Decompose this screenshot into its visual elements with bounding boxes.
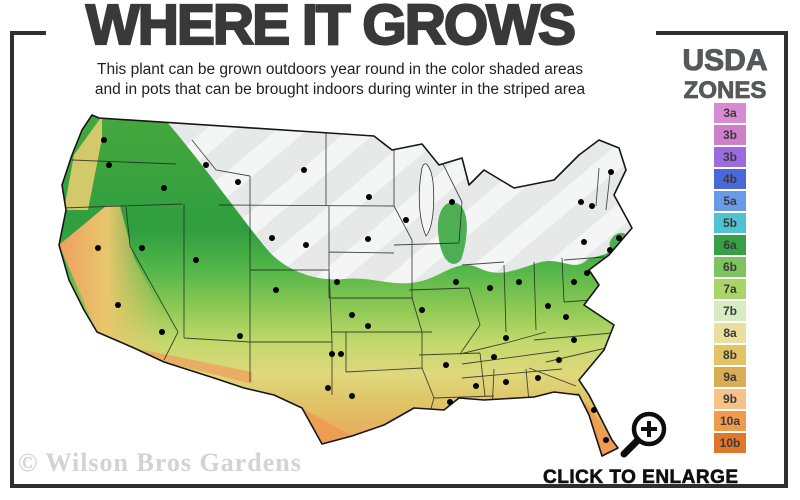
legend-zone-8a-10: 8a — [714, 323, 746, 343]
subtitle-line-2: and in pots that can be brought indoors … — [94, 81, 586, 99]
legend-zone-5b-5: 5b — [714, 213, 746, 233]
legend-zone-5a-4: 5a — [714, 191, 746, 211]
legend-title: USDA ZONES — [660, 44, 790, 104]
legend-zone-10a-14: 10a — [714, 411, 746, 431]
border-frame-top-left-segment — [10, 31, 46, 35]
legend-zone-7a-8: 7a — [714, 279, 746, 299]
legend-zone-8b-11: 8b — [714, 345, 746, 365]
usda-zones-legend: 3a 3b 3b 4b 5a 5b 6a 6b 7a 7b 8a 8b 9a 9b 10a 10b — [714, 103, 746, 455]
watermark: © Wilson Bros Gardens — [18, 448, 302, 477]
page-title: WHERE IT GROWS — [85, 0, 577, 58]
state-marker-dots — [95, 137, 622, 443]
legend-zone-4b-3: 4b — [714, 169, 746, 189]
legend-title-zones: ZONES — [683, 77, 767, 104]
click-to-enlarge-label[interactable]: CLICK TO ENLARGE — [543, 467, 739, 489]
legend-title-usda: USDA — [682, 44, 768, 77]
legend-zone-3b-1: 3b — [714, 125, 746, 145]
legend-zone-3b-2: 3b — [714, 147, 746, 167]
click-to-enlarge-button[interactable]: CLICK TO ENLARGE — [543, 408, 739, 489]
us-outline — [58, 114, 633, 457]
legend-zone-6b-7: 6b — [714, 257, 746, 277]
legend-zone-9b-13: 9b — [714, 389, 746, 409]
legend-zone-9a-12: 9a — [714, 367, 746, 387]
legend-zone-3a-0: 3a — [714, 103, 746, 123]
legend-zone-6a-6: 6a — [714, 235, 746, 255]
subtitle-line-1: This plant can be grown outdoors year ro… — [97, 61, 583, 78]
border-frame — [10, 31, 788, 488]
magnifier-plus-icon[interactable] — [591, 408, 681, 460]
legend-zone-7b-9: 7b — [714, 301, 746, 321]
legend-zone-10b-15: 10b — [714, 433, 746, 453]
subtitle: This plant can be grown outdoors year ro… — [20, 60, 660, 100]
us-hardiness-zone-map — [58, 114, 633, 457]
state-borders — [61, 128, 613, 413]
border-frame-top-right-segment — [656, 31, 788, 35]
